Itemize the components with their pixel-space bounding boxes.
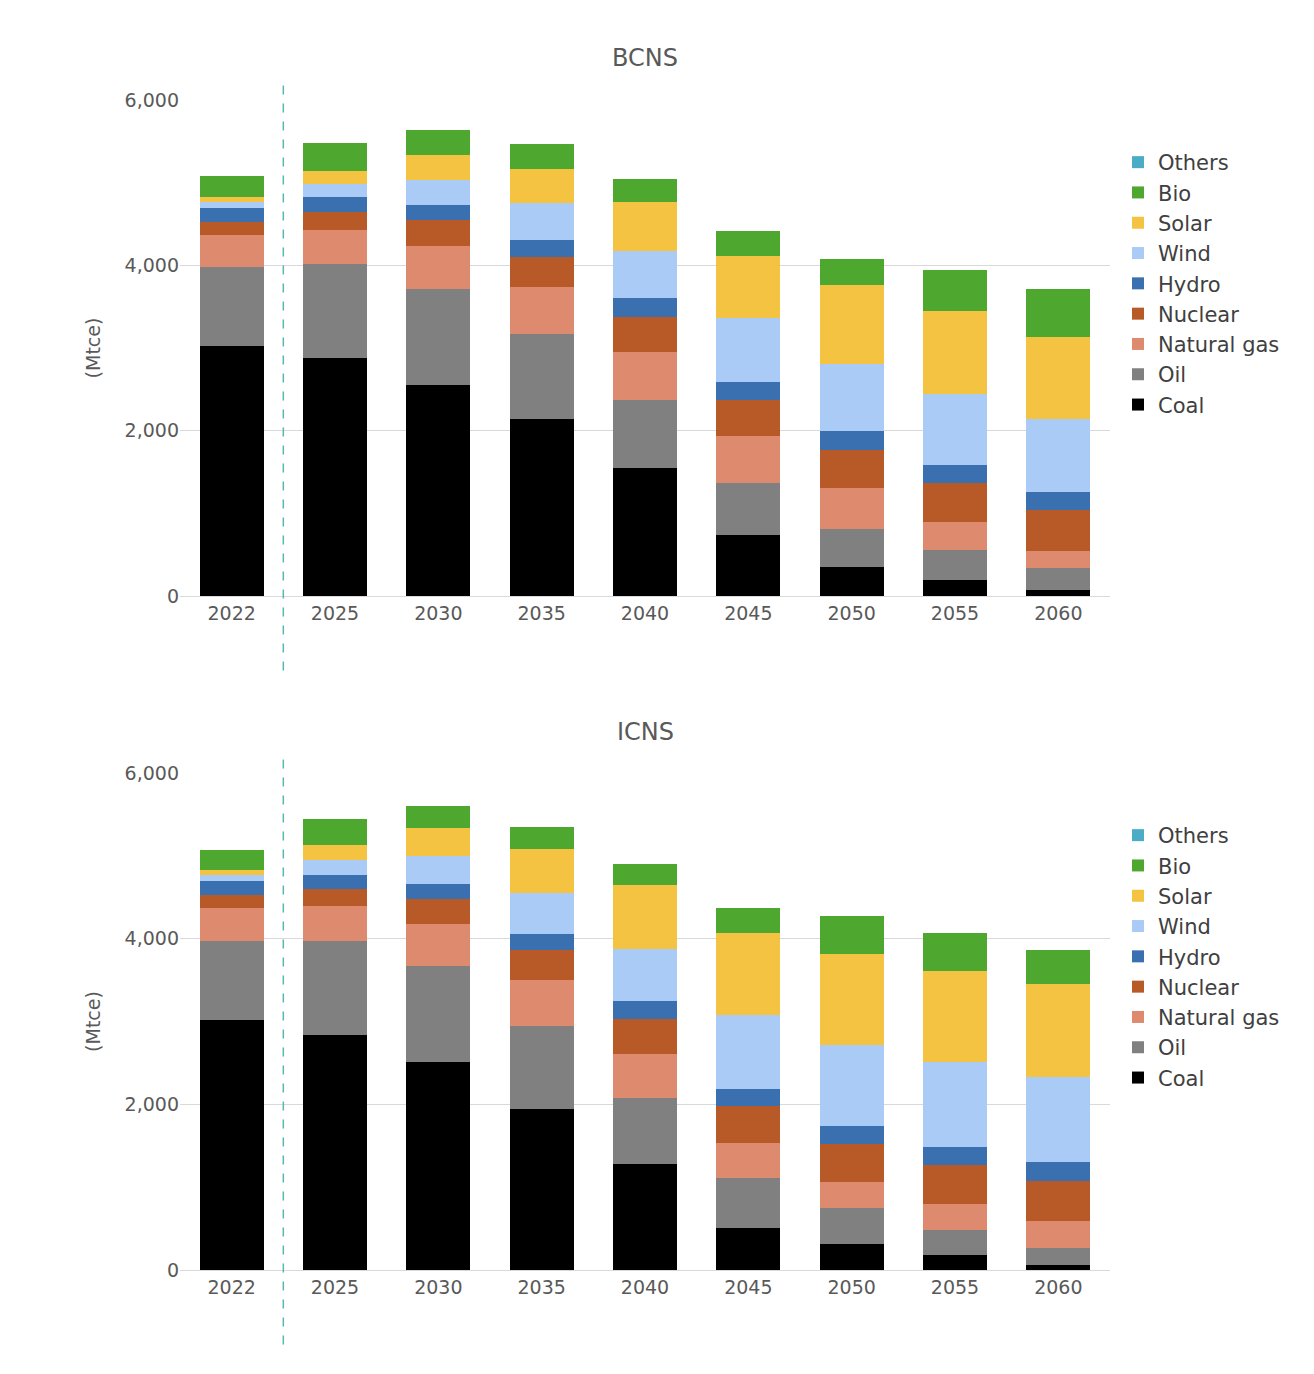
svg-text:2060: 2060 [1034, 602, 1082, 624]
svg-text:2055: 2055 [931, 1276, 979, 1298]
svg-text:2030: 2030 [414, 1276, 462, 1298]
svg-text:Nuclear: Nuclear [1158, 303, 1239, 327]
svg-text:2045: 2045 [724, 602, 772, 624]
svg-text:4,000: 4,000 [125, 254, 179, 276]
svg-text:Others: Others [1158, 824, 1229, 848]
svg-text:Natural gas: Natural gas [1158, 1006, 1279, 1030]
svg-text:2045: 2045 [724, 1276, 772, 1298]
svg-text:Solar: Solar [1158, 212, 1212, 236]
svg-text:0: 0 [167, 585, 179, 607]
svg-text:(Mtce): (Mtce) [82, 991, 104, 1052]
svg-text:Wind: Wind [1158, 915, 1211, 939]
svg-text:2035: 2035 [517, 602, 565, 624]
svg-text:Wind: Wind [1158, 242, 1211, 266]
svg-text:2022: 2022 [207, 602, 255, 624]
svg-text:Others: Others [1158, 151, 1229, 175]
svg-text:2025: 2025 [311, 602, 359, 624]
svg-text:2050: 2050 [827, 1276, 875, 1298]
svg-text:(Mtce): (Mtce) [82, 318, 104, 379]
svg-text:2025: 2025 [311, 1276, 359, 1298]
svg-text:Bio: Bio [1158, 182, 1191, 206]
svg-text:2040: 2040 [621, 602, 669, 624]
svg-text:Oil: Oil [1158, 363, 1186, 387]
svg-text:6,000: 6,000 [125, 762, 179, 784]
svg-text:Coal: Coal [1158, 1067, 1204, 1091]
svg-text:Solar: Solar [1158, 885, 1212, 909]
svg-text:Hydro: Hydro [1158, 946, 1221, 970]
svg-text:Natural gas: Natural gas [1158, 333, 1279, 357]
svg-text:2,000: 2,000 [125, 1093, 179, 1115]
svg-text:2055: 2055 [931, 602, 979, 624]
svg-text:Coal: Coal [1158, 394, 1204, 418]
svg-text:2022: 2022 [207, 1276, 255, 1298]
svg-text:Bio: Bio [1158, 855, 1191, 879]
svg-text:Hydro: Hydro [1158, 273, 1221, 297]
svg-text:2035: 2035 [517, 1276, 565, 1298]
svg-text:2030: 2030 [414, 602, 462, 624]
svg-text:Nuclear: Nuclear [1158, 976, 1239, 1000]
svg-text:6,000: 6,000 [125, 89, 179, 111]
svg-text:2050: 2050 [827, 602, 875, 624]
svg-text:BCNS: BCNS [612, 44, 678, 72]
svg-text:Oil: Oil [1158, 1036, 1186, 1060]
svg-text:2040: 2040 [621, 1276, 669, 1298]
svg-text:2,000: 2,000 [125, 419, 179, 441]
svg-text:2060: 2060 [1034, 1276, 1082, 1298]
svg-text:4,000: 4,000 [125, 927, 179, 949]
svg-text:ICNS: ICNS [617, 718, 674, 746]
svg-text:0: 0 [167, 1259, 179, 1281]
